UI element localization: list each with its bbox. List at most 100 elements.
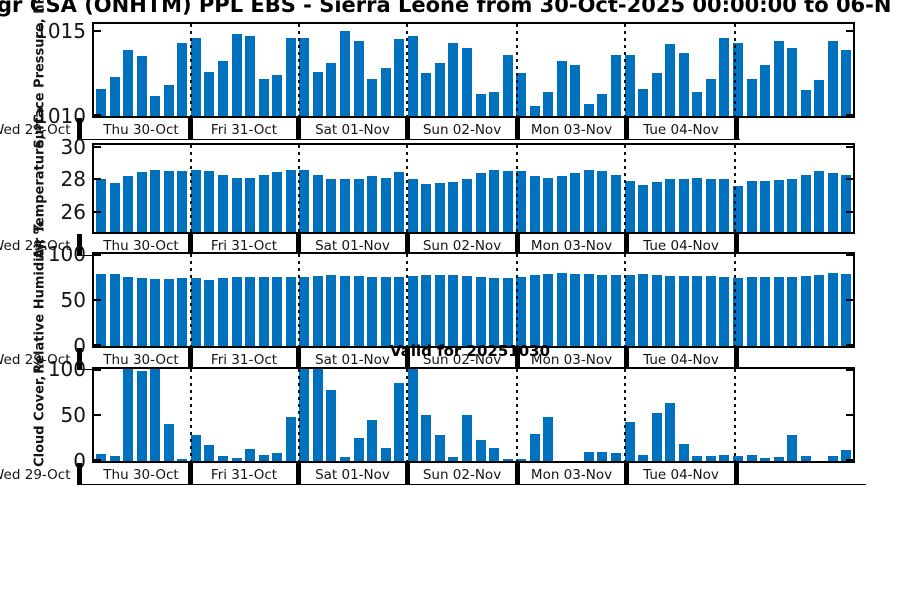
day-row-line — [77, 139, 740, 140]
y-tick-mark — [94, 114, 101, 116]
y-tick-mark — [94, 145, 101, 148]
day-label: Sun 02-Nov — [422, 238, 502, 254]
bar — [611, 452, 622, 461]
plot-area — [92, 143, 855, 234]
bar — [597, 275, 608, 346]
bar — [109, 76, 120, 116]
bar — [556, 272, 567, 346]
bar — [543, 92, 554, 116]
day-boundary-tick — [77, 234, 82, 255]
bar — [394, 276, 405, 346]
left-day-label: Wed 29-Oct — [0, 122, 71, 138]
bar — [421, 73, 432, 116]
bar — [136, 56, 147, 116]
bar — [678, 52, 689, 116]
bar — [529, 105, 540, 116]
bar — [217, 61, 228, 116]
y-tick-label: 50 — [60, 288, 86, 312]
day-boundary-dotted-line — [298, 254, 301, 346]
day-boundary-tick — [295, 463, 301, 484]
bar — [421, 275, 432, 346]
bar — [204, 171, 215, 232]
bar — [353, 438, 364, 461]
bar — [272, 172, 283, 232]
day-boundary-dotted-line — [515, 145, 518, 232]
bar — [421, 415, 432, 461]
day-boundary-tick — [295, 234, 301, 255]
bar — [760, 181, 771, 232]
bar — [367, 276, 378, 346]
day-boundary-dotted-line — [515, 369, 518, 461]
bar — [692, 177, 703, 232]
day-boundary-dotted-line — [190, 369, 193, 461]
bar — [692, 456, 703, 461]
bar — [123, 176, 134, 232]
bar — [245, 277, 256, 346]
bar — [814, 80, 825, 116]
day-boundary-tick — [733, 234, 739, 255]
day-boundary-tick — [295, 118, 301, 139]
day-label: Sun 02-Nov — [422, 352, 502, 368]
day-boundary-dotted-line — [733, 369, 736, 461]
y-tick-mark — [846, 414, 853, 416]
bar — [814, 171, 825, 232]
bar — [204, 71, 215, 116]
bar — [394, 39, 405, 116]
bar — [746, 454, 757, 461]
day-label: Sat 01-Nov — [315, 467, 390, 483]
y-tick-mark — [846, 369, 853, 371]
bar — [719, 454, 730, 461]
day-boundary-dotted-line — [624, 145, 627, 232]
bar — [285, 169, 296, 232]
bar — [96, 179, 106, 232]
bar — [543, 416, 554, 461]
y-tick-mark — [94, 299, 101, 301]
bar — [800, 90, 811, 116]
left-day-label: Wed 29-Oct — [0, 238, 71, 254]
day-boundary-tick — [77, 348, 82, 369]
day-boundary-tick — [514, 348, 520, 369]
bar — [827, 172, 838, 232]
day-boundary-dotted-line — [624, 254, 627, 346]
bar — [583, 451, 594, 461]
bar — [638, 455, 649, 461]
bar — [285, 277, 296, 346]
y-tick-mark — [846, 344, 853, 346]
bar — [583, 274, 594, 346]
bar — [123, 49, 134, 116]
bar — [312, 175, 323, 232]
day-label: Sun 02-Nov — [422, 122, 502, 138]
bar — [719, 37, 730, 116]
bar — [787, 435, 798, 461]
bar — [733, 42, 744, 116]
bar — [529, 434, 540, 461]
day-label: Sat 01-Nov — [315, 122, 390, 138]
bar — [204, 445, 215, 461]
bar — [800, 276, 811, 346]
day-boundary-dotted-line — [406, 24, 409, 116]
bar — [733, 186, 744, 232]
bar — [339, 275, 350, 346]
day-label: Tue 04-Nov — [643, 238, 719, 254]
bar — [475, 172, 486, 232]
y-tick-mark — [846, 211, 853, 214]
bar — [461, 179, 472, 232]
bar — [665, 178, 676, 232]
day-boundary-dotted-line — [406, 369, 409, 461]
bar — [299, 277, 310, 346]
day-boundary-dotted-line — [624, 369, 627, 461]
bar — [570, 172, 581, 232]
bar — [177, 171, 188, 232]
bar — [394, 172, 405, 232]
bar — [597, 451, 608, 461]
day-boundary-dotted-line — [733, 145, 736, 232]
day-boundary-tick — [404, 118, 410, 139]
bar — [611, 54, 622, 116]
bar — [190, 37, 201, 116]
bar — [136, 172, 147, 232]
bar — [258, 78, 269, 116]
bar — [773, 41, 784, 116]
bar — [733, 456, 744, 461]
day-row-line — [77, 484, 866, 485]
bar — [339, 30, 350, 116]
